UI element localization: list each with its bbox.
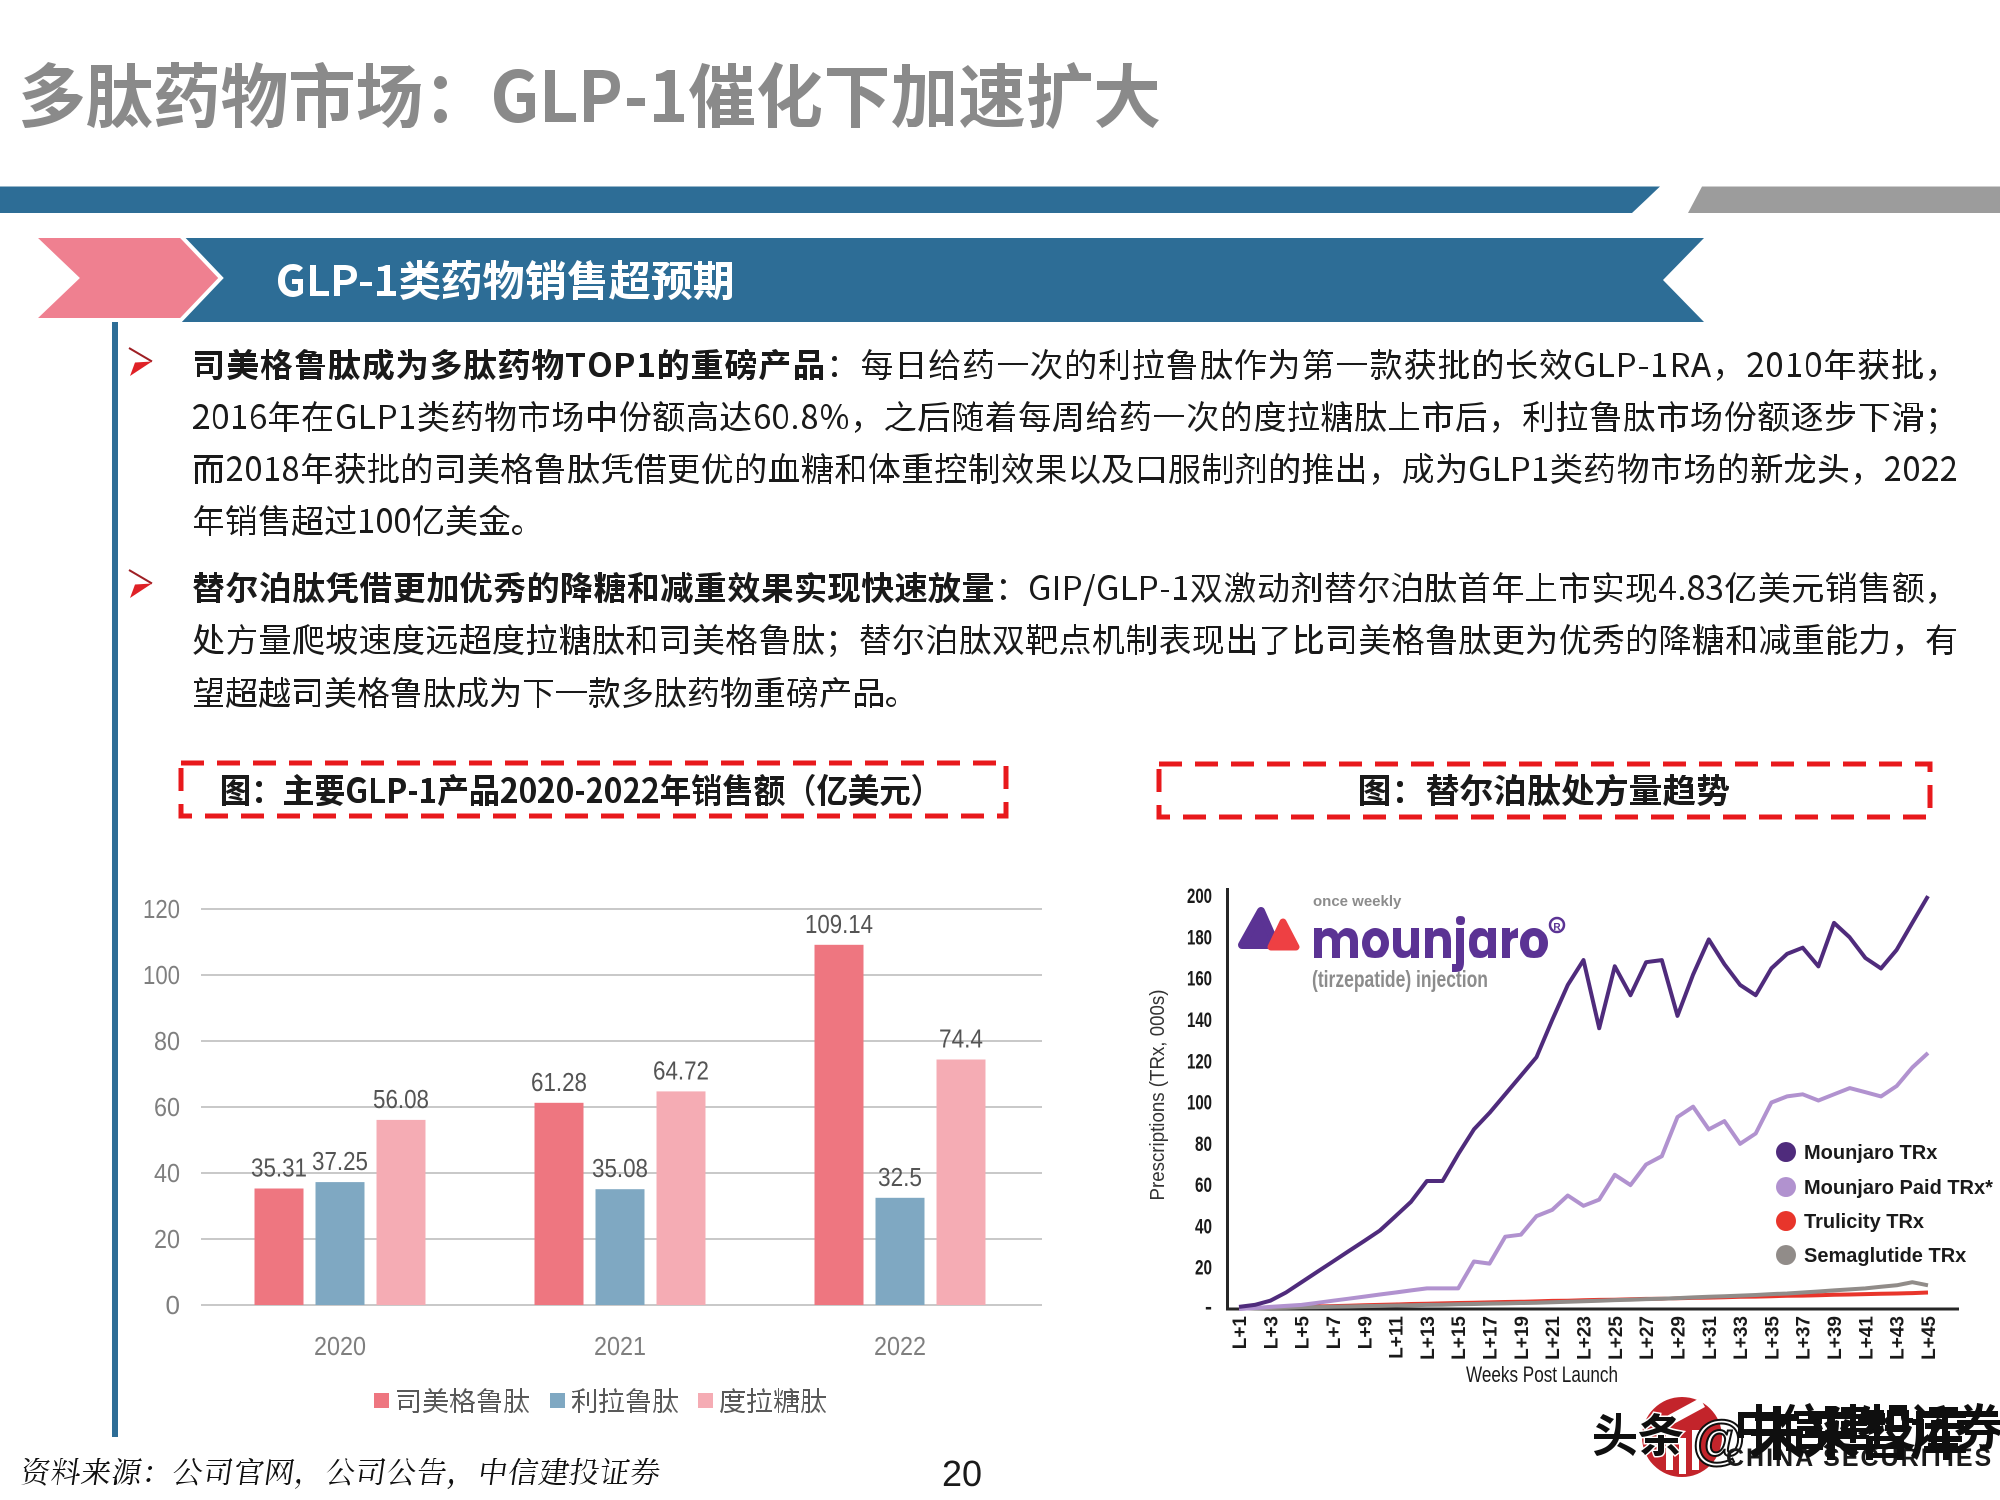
svg-text:40: 40 (1195, 1215, 1212, 1238)
svg-text:60: 60 (154, 1092, 180, 1122)
svg-text:R: R (1553, 922, 1561, 933)
svg-text:80: 80 (1195, 1133, 1212, 1156)
svg-text:L+13: L+13 (1418, 1316, 1439, 1360)
svg-text:140: 140 (1187, 1009, 1212, 1032)
svg-text:120: 120 (1187, 1050, 1212, 1073)
svg-text:L+21: L+21 (1543, 1316, 1564, 1360)
svg-text:0: 0 (166, 1290, 180, 1320)
svg-text:80: 80 (154, 1026, 180, 1056)
svg-text:2022: 2022 (874, 1331, 926, 1361)
svg-text:Trulicity TRx: Trulicity TRx (1804, 1211, 1924, 1233)
svg-text:180: 180 (1187, 926, 1212, 949)
svg-text:100: 100 (143, 960, 180, 990)
svg-text:L+43: L+43 (1888, 1316, 1909, 1360)
svg-text:60: 60 (1195, 1174, 1212, 1197)
svg-text:160: 160 (1187, 968, 1212, 991)
svg-text:64.72: 64.72 (653, 1055, 709, 1085)
svg-text:-: - (1205, 1296, 1212, 1319)
svg-text:L+15: L+15 (1449, 1316, 1470, 1360)
svg-text:L+11: L+11 (1387, 1316, 1408, 1359)
svg-text:Weeks Post Launch: Weeks Post Launch (1466, 1362, 1618, 1387)
svg-text:20: 20 (1195, 1257, 1212, 1280)
svg-text:100: 100 (1187, 1092, 1212, 1115)
svg-text:L+41: L+41 (1856, 1316, 1877, 1360)
svg-text:Prescriptions (TRx, 000s): Prescriptions (TRx, 000s) (1147, 990, 1169, 1201)
svg-text:Mounjaro TRx: Mounjaro TRx (1804, 1142, 1937, 1164)
svg-text:once weekly: once weekly (1313, 893, 1402, 910)
svg-text:35.08: 35.08 (592, 1153, 648, 1183)
svg-text:L+9: L+9 (1355, 1316, 1376, 1349)
svg-text:L+3: L+3 (1261, 1316, 1282, 1349)
svg-text:61.28: 61.28 (531, 1067, 587, 1097)
svg-text:L+33: L+33 (1731, 1316, 1752, 1360)
svg-text:L+35: L+35 (1762, 1316, 1783, 1360)
svg-text:L+23: L+23 (1575, 1316, 1596, 1360)
svg-text:L+17: L+17 (1481, 1316, 1502, 1360)
svg-text:L+25: L+25 (1606, 1316, 1627, 1360)
svg-text:L+27: L+27 (1637, 1316, 1658, 1360)
svg-text:(tirzepatide) injection: (tirzepatide) injection (1312, 966, 1488, 992)
svg-text:56.08: 56.08 (373, 1084, 429, 1114)
svg-text:L+7: L+7 (1324, 1316, 1345, 1349)
svg-text:200: 200 (1187, 885, 1212, 908)
svg-text:L+1: L+1 (1230, 1316, 1251, 1350)
svg-text:35.31: 35.31 (251, 1152, 307, 1182)
svg-text:Semaglutide TRx: Semaglutide TRx (1804, 1245, 1966, 1267)
svg-text:L+39: L+39 (1825, 1316, 1846, 1360)
svg-text:@: @ (1693, 1410, 1746, 1470)
svg-text:40: 40 (154, 1158, 180, 1188)
svg-text:L+19: L+19 (1512, 1316, 1533, 1360)
svg-text:L+45: L+45 (1919, 1316, 1940, 1360)
svg-text:37.25: 37.25 (312, 1146, 368, 1176)
svg-text:32.5: 32.5 (878, 1162, 922, 1192)
svg-text:20: 20 (942, 1453, 982, 1494)
svg-text:L+29: L+29 (1669, 1316, 1690, 1360)
svg-text:L+31: L+31 (1700, 1316, 1721, 1360)
svg-text:L+37: L+37 (1794, 1316, 1815, 1360)
svg-text:Mounjaro Paid TRx*: Mounjaro Paid TRx* (1804, 1177, 1993, 1199)
svg-text:120: 120 (143, 894, 180, 924)
svg-text:20: 20 (154, 1224, 180, 1254)
svg-text:L+5: L+5 (1293, 1316, 1314, 1350)
svg-text:2020: 2020 (314, 1331, 366, 1361)
svg-text:74.4: 74.4 (939, 1023, 983, 1053)
svg-text:109.14: 109.14 (805, 909, 873, 939)
svg-text:2021: 2021 (594, 1331, 646, 1361)
